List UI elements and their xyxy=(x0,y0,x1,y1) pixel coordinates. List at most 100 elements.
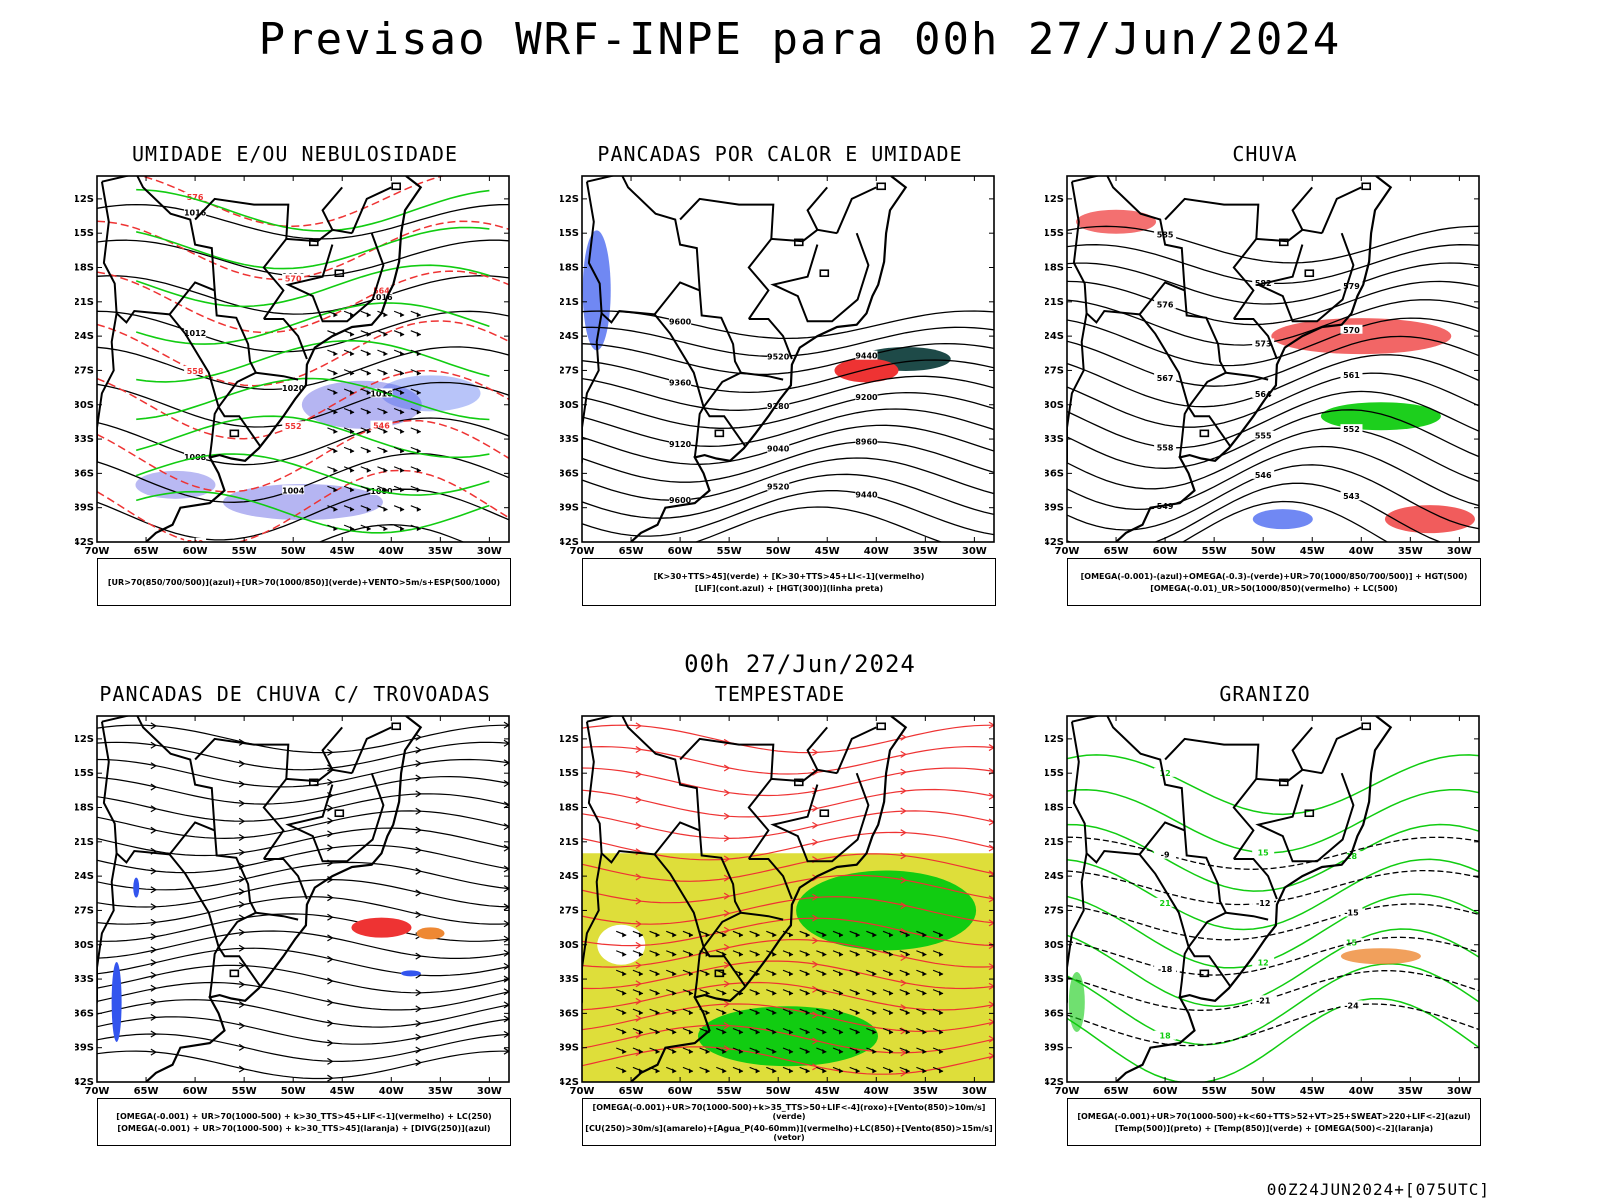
lat-tick-label: 24S xyxy=(560,871,579,882)
wind-vector-head xyxy=(333,487,338,493)
wind-vector-head xyxy=(672,932,677,938)
lat-tick-label: 42S xyxy=(560,1077,579,1088)
streamline-arrow xyxy=(150,1013,158,1021)
streamline-arrow xyxy=(415,774,422,782)
streamline-arrow xyxy=(900,787,907,795)
lon-tick-label: 55W xyxy=(717,546,742,557)
humidity-contour xyxy=(135,264,490,308)
wind-vector-head xyxy=(738,951,743,957)
contour-label: 573 xyxy=(1255,339,1272,348)
wind-vector-head xyxy=(350,467,355,473)
streamline-arrow xyxy=(723,1045,731,1053)
wind-vector-head xyxy=(655,1010,660,1016)
lake-outline xyxy=(876,722,886,731)
wind-vector-head xyxy=(722,1048,727,1054)
streamline-arrow xyxy=(723,892,731,900)
contour-line xyxy=(1067,335,1479,387)
wind-vector-head xyxy=(416,467,421,473)
coastline xyxy=(630,176,908,542)
lake-outline xyxy=(308,238,319,247)
panel-legend: [OMEGA(-0.001)-(azul)+OMEGA(-0.3)-(verde… xyxy=(1067,558,1481,606)
wind-vector-head xyxy=(638,1048,643,1054)
country-border xyxy=(194,737,290,779)
lake-outline xyxy=(1361,722,1371,731)
wind-vector-head xyxy=(905,1010,910,1016)
lon-tick-label: 70W xyxy=(570,1086,595,1097)
map-layers: 9600 9520 9440 9360 9280 9200 9120 9040 8960 9600… xyxy=(582,176,994,542)
contour-label-bg xyxy=(767,481,790,491)
lon-tick-label: 45W xyxy=(1300,546,1325,557)
contour-label: 567 xyxy=(1157,374,1174,383)
map-canvas: 1016101610161012102010161008100410001016… xyxy=(75,175,510,557)
lon-tick-label: 30W xyxy=(477,546,502,557)
streamline-arrow xyxy=(415,1046,422,1054)
contour-label: 564 xyxy=(1255,390,1272,399)
country-border xyxy=(1232,768,1323,860)
streamline-arrow xyxy=(635,920,643,928)
contour-label-bg xyxy=(669,316,692,326)
wind-vector-head xyxy=(789,1029,793,1035)
lon-tick-label: 40W xyxy=(379,546,404,557)
lake-outline xyxy=(229,429,240,438)
humidity-850-700-500-area xyxy=(135,470,216,499)
streamline-arrow xyxy=(150,998,158,1006)
streamline xyxy=(97,810,509,840)
contour-label: 576 xyxy=(1157,301,1174,310)
wind-vector-head xyxy=(416,312,421,318)
divergence-blue-area xyxy=(133,877,140,898)
wind-vector-head xyxy=(855,1010,860,1016)
streamline-arrow xyxy=(415,1020,422,1028)
contour-line xyxy=(1067,427,1479,490)
coastline xyxy=(145,716,423,1082)
lon-tick-label: 65W xyxy=(1104,1086,1129,1097)
wind-vector-head xyxy=(333,390,338,396)
wind-vector-head xyxy=(939,990,944,996)
lake-outline xyxy=(391,722,401,731)
wind-vector-head xyxy=(333,506,338,512)
streamline-arrow xyxy=(812,1063,819,1071)
streamline xyxy=(97,930,509,959)
legend-line: [CU(250)>30m/s](amarelo)+[Agua_P(40-60mm… xyxy=(585,1123,993,1142)
wind-vector-head xyxy=(333,526,338,532)
country-border xyxy=(263,318,308,360)
country-border xyxy=(747,228,838,320)
wind-vector-head xyxy=(872,932,877,938)
wind-vector-head xyxy=(655,1029,660,1035)
streamline-arrow xyxy=(150,903,158,911)
contour-label: 18 xyxy=(1160,1032,1172,1041)
contour-label: 570 xyxy=(285,275,302,284)
streamline-arrow xyxy=(503,779,509,787)
lat-tick-label: 24S xyxy=(560,331,579,342)
wind-vector-head xyxy=(400,331,405,337)
wind-vector-head xyxy=(922,971,927,977)
wind-vector-head xyxy=(416,409,421,415)
streamline-arrow xyxy=(238,817,246,825)
streamline-arrow xyxy=(150,984,158,992)
main-title: Previsao WRF-INPE para 00h 27/Jun/2024 xyxy=(258,14,1342,65)
lat-tick-label: 27S xyxy=(75,365,94,376)
wind-vector-head xyxy=(789,971,793,977)
contour-label: 546 xyxy=(1255,471,1272,480)
lat-tick-label: 18S xyxy=(560,263,579,274)
wind-vector-head xyxy=(855,990,860,996)
panel-granizo: GRANIZO [OMEGA(-0.001)+UR>70(1000-500)+k… xyxy=(1045,682,1485,1152)
streamline-arrow xyxy=(900,750,907,758)
lake-outline xyxy=(819,269,830,278)
lat-tick-label: 24S xyxy=(1045,871,1064,882)
streamline xyxy=(582,767,994,797)
legend-line: [UR>70(850/700/500)](azul)+[UR>70(1000/8… xyxy=(107,577,501,587)
wind-vector-head xyxy=(839,1029,844,1035)
humidity-contour xyxy=(136,339,490,383)
country-border xyxy=(1255,772,1355,863)
contour-label-bg xyxy=(1154,849,1177,859)
lat-tick-label: 18S xyxy=(75,803,94,814)
streamline-arrow xyxy=(415,1033,422,1041)
wind-vector-head xyxy=(939,1010,944,1016)
wind-vector-head xyxy=(805,951,810,957)
streamline-arrow xyxy=(988,1052,994,1060)
contour-label: 558 xyxy=(1157,443,1174,452)
contour-label: -21 xyxy=(1256,996,1271,1005)
wind-vector-head xyxy=(672,1048,677,1054)
streamline-arrow xyxy=(327,804,334,812)
